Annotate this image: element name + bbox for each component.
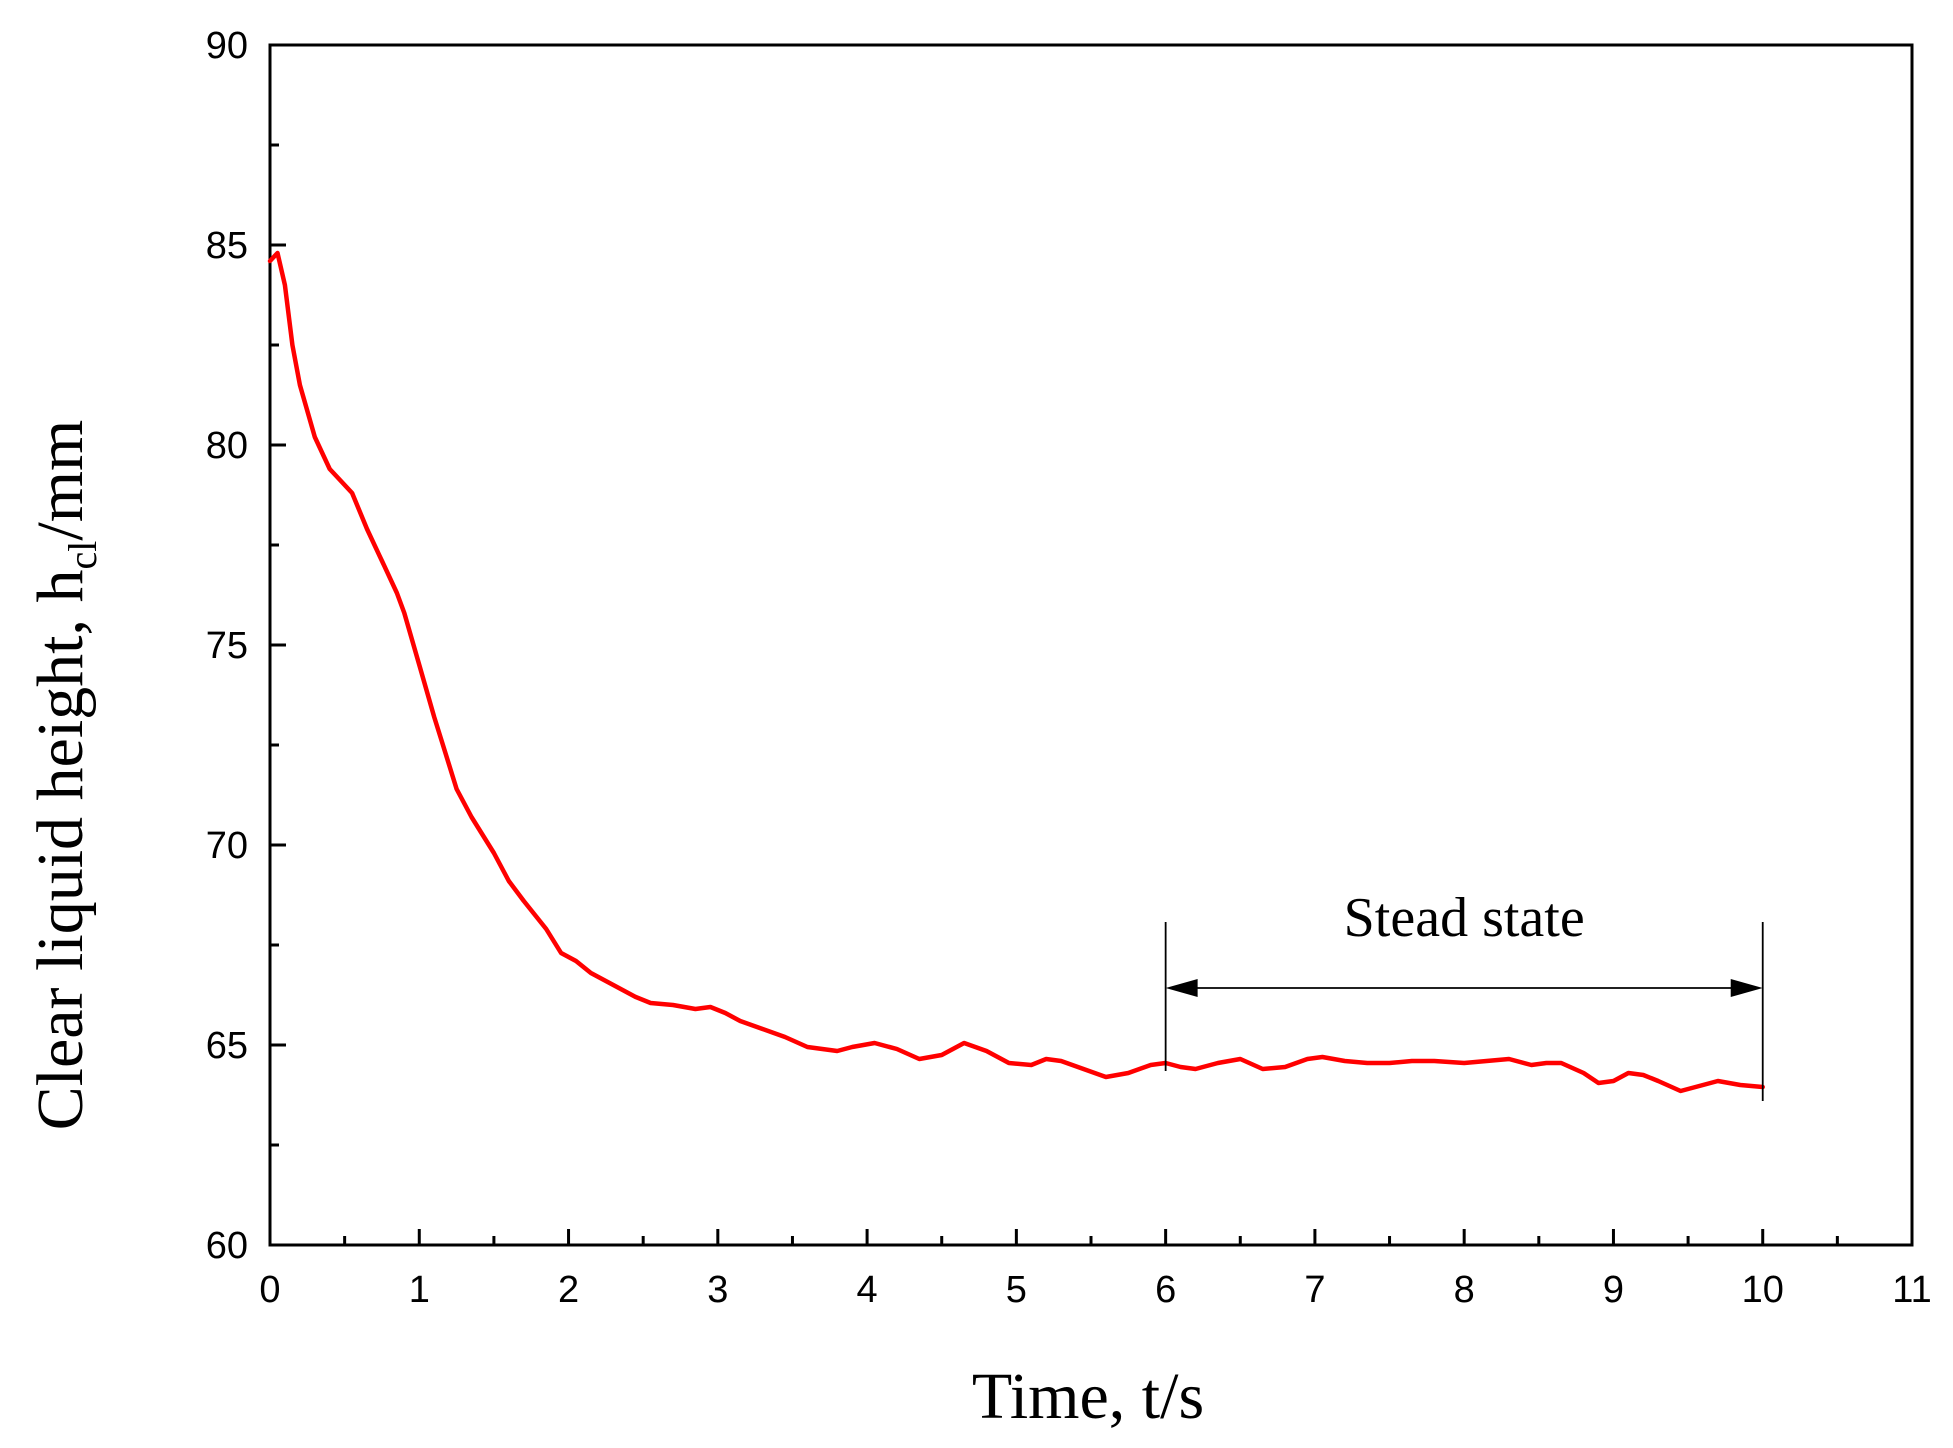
y-tick-label: 65 xyxy=(206,1025,248,1067)
y-tick-label: 70 xyxy=(206,825,248,867)
x-axis-title: Time, t/s xyxy=(972,1360,1204,1433)
y-tick-label: 75 xyxy=(206,625,248,667)
x-tick-label: 6 xyxy=(1155,1269,1176,1311)
y-axis-title-main: Clear liquid height, h xyxy=(24,569,97,1130)
y-tick-label: 85 xyxy=(206,225,248,267)
steady-arrowhead-left xyxy=(1165,979,1198,997)
x-tick-label: 2 xyxy=(558,1269,579,1311)
y-axis-title-text: Clear liquid height, hcl/mm xyxy=(24,420,105,1131)
x-tick-label: 11 xyxy=(1892,1269,1931,1311)
steady-state-label: Stead state xyxy=(1344,887,1585,949)
steady-arrowhead-right xyxy=(1730,979,1763,997)
y-tick-label: 80 xyxy=(206,425,248,467)
y-axis-title: Clear liquid height, hcl/mm xyxy=(24,420,105,1131)
x-tick-label: 8 xyxy=(1454,1269,1475,1311)
x-tick-label: 4 xyxy=(857,1269,878,1311)
x-tick-label: 1 xyxy=(409,1269,430,1311)
x-axis: 0 1 2 3 4 5 6 7 8 9 10 11 xyxy=(259,1229,1932,1311)
x-tick-label: 7 xyxy=(1304,1269,1325,1311)
plot-frame xyxy=(268,43,1914,1247)
x-tick-label: 9 xyxy=(1603,1269,1624,1311)
y-axis-title-suffix: /mm xyxy=(24,420,97,541)
annotation: Stead state xyxy=(1164,887,1764,1101)
x-tick-label: 5 xyxy=(1006,1269,1027,1311)
series-line xyxy=(267,250,1765,1094)
plot-border xyxy=(268,43,1914,1247)
series-group xyxy=(267,250,1765,1094)
y-axis-title-subscript: cl xyxy=(60,541,105,570)
y-tick-label: 90 xyxy=(206,25,248,67)
x-tick-label: 10 xyxy=(1742,1269,1784,1311)
y-tick-label: 60 xyxy=(206,1225,248,1267)
x-tick-label: 0 xyxy=(259,1269,280,1311)
x-tick-label: 3 xyxy=(707,1269,728,1311)
y-axis: 60 65 70 75 80 85 90 xyxy=(206,25,286,1267)
